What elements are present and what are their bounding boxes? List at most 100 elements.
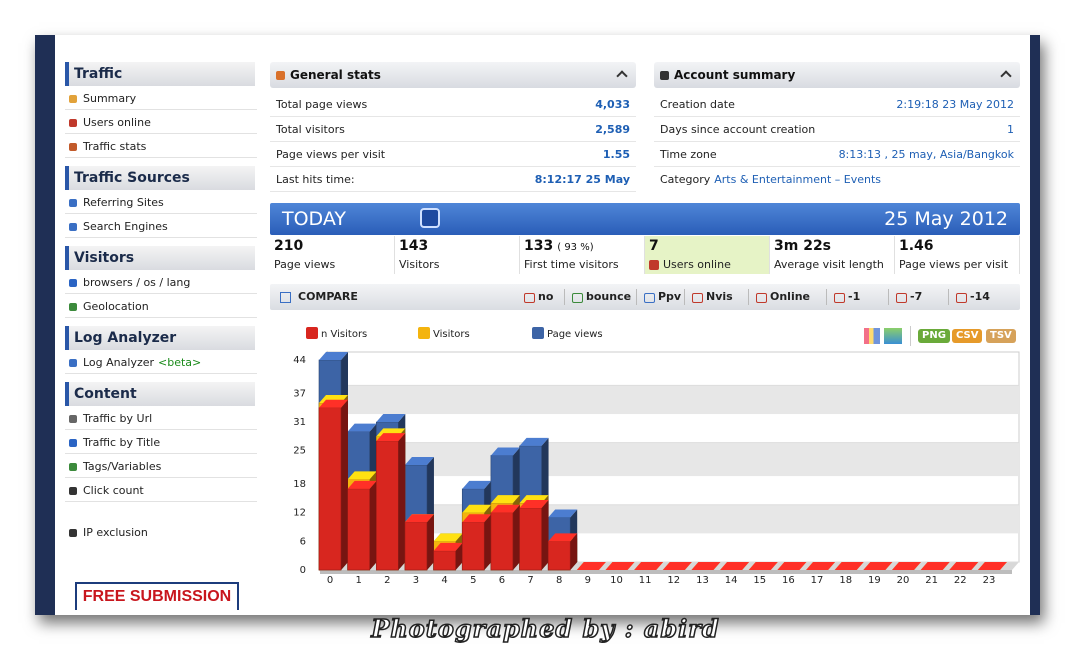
nav-label: Geolocation (83, 300, 149, 313)
bar (949, 562, 979, 570)
nav-item[interactable]: Click count (65, 480, 257, 502)
x-tick-label: 4 (441, 575, 447, 586)
bar-side (570, 533, 578, 570)
separator (564, 289, 565, 305)
value: 7 (649, 238, 659, 254)
export-button[interactable]: CSV (952, 329, 983, 343)
banner[interactable]: FREE SUBMISSION (75, 582, 239, 610)
export-button[interactable]: TSV (986, 329, 1016, 343)
stat-value: 8:12:17 25 May (534, 173, 630, 186)
bar (375, 433, 406, 571)
bar-top (347, 423, 377, 432)
chart-type-icon[interactable] (864, 328, 880, 344)
pause-button[interactable] (420, 208, 440, 228)
bar (777, 562, 807, 570)
compare-option[interactable]: -14 (970, 290, 990, 303)
y-tick-label: 25 (293, 446, 306, 457)
compare-icon (896, 293, 907, 303)
nav-item[interactable]: Geolocation (65, 296, 257, 318)
compare-icon (756, 293, 767, 303)
bar-top (376, 433, 406, 442)
nav-item[interactable]: Traffic stats (65, 136, 257, 158)
bar (691, 562, 721, 570)
separator (826, 289, 827, 305)
compare-option[interactable]: no (538, 290, 554, 303)
stat-label: Page views (274, 258, 336, 271)
category-link[interactable]: Arts & Entertainment – Events (714, 173, 882, 186)
y-tick-label: 37 (293, 388, 306, 399)
compare-option[interactable]: -7 (910, 290, 923, 303)
bar-side (426, 514, 434, 570)
bar-top (519, 499, 549, 508)
y-tick-label: 12 (293, 508, 306, 519)
bar-top (347, 480, 377, 489)
photo-caption: Photographed by : abird (371, 613, 720, 644)
nav-label: Traffic by Url (83, 412, 153, 425)
export-button[interactable]: PNG (918, 329, 950, 343)
stat-label: Total visitors (276, 123, 345, 136)
note: ( 93 %) (557, 242, 594, 253)
nav-item[interactable]: Traffic by Title (65, 432, 257, 454)
compare-option[interactable]: Ppv (658, 290, 682, 303)
stat-label: Total page views (276, 98, 368, 111)
compare-icon (644, 293, 655, 303)
nav-item[interactable]: Search Engines (65, 216, 257, 238)
nav-item[interactable]: Users online (65, 112, 257, 134)
compare-option[interactable]: Nvis (706, 290, 733, 303)
icon (69, 279, 77, 287)
icon (69, 95, 77, 103)
bar-top (490, 447, 520, 456)
nav-item[interactable]: Log Analyzer <beta> (65, 352, 257, 374)
bar (547, 533, 578, 571)
bar (461, 514, 492, 571)
bar-side (455, 542, 463, 570)
x-tick-label: 19 (868, 575, 881, 586)
nav-item[interactable]: IP exclusion (65, 522, 257, 544)
x-tick-label: 1 (355, 575, 361, 586)
nav-item[interactable]: Referring Sites (65, 192, 257, 214)
bar (977, 562, 1007, 570)
grid-band (327, 385, 1019, 415)
today-stat: 143 Visitors (395, 236, 520, 274)
x-tick-label: 5 (470, 575, 476, 586)
nav-label: Users online (83, 116, 151, 129)
bar (519, 499, 549, 571)
x-tick-label: 8 (556, 575, 562, 586)
stat-row: Total visitors 2,589 (270, 117, 636, 142)
box-title: General stats (290, 68, 381, 82)
value: 3m 22s (774, 238, 832, 254)
bar-top (462, 514, 492, 523)
bar-top (720, 562, 750, 570)
bar-front (519, 507, 542, 571)
nav-item[interactable]: browsers / os / lang (65, 272, 257, 294)
y-tick-label: 6 (300, 536, 306, 547)
grid-band (327, 504, 1019, 534)
x-tick-label: 0 (327, 575, 333, 586)
bar (347, 480, 377, 571)
badge: <beta> (158, 356, 202, 369)
nav-item[interactable]: Traffic by Url (65, 408, 257, 430)
nav-item[interactable]: Summary (65, 88, 257, 110)
stat-value: 2:19:18 23 May 2012 (896, 98, 1014, 111)
compare-option[interactable]: bounce (586, 290, 632, 303)
compare-icon (280, 292, 291, 303)
stat-value: 1.55 (602, 148, 630, 161)
bar-top (548, 509, 578, 518)
bar-side (484, 514, 492, 570)
icon (69, 199, 77, 207)
compare-option[interactable]: -1 (848, 290, 861, 303)
nav-label: Referring Sites (83, 196, 164, 209)
box-title: Account summary (674, 68, 796, 82)
nav-item[interactable]: Tags/Variables (65, 456, 257, 478)
y-tick-label: 0 (300, 565, 306, 576)
legend-swatch (306, 327, 318, 339)
stat-value: 210 (274, 238, 303, 254)
bar-front (375, 440, 399, 571)
compare-icon (572, 293, 583, 303)
value: 143 (399, 238, 429, 254)
compare-option[interactable]: Online (770, 290, 811, 303)
today-stat: 210 Page views (270, 236, 395, 274)
chart-type-icon[interactable] (884, 328, 902, 344)
